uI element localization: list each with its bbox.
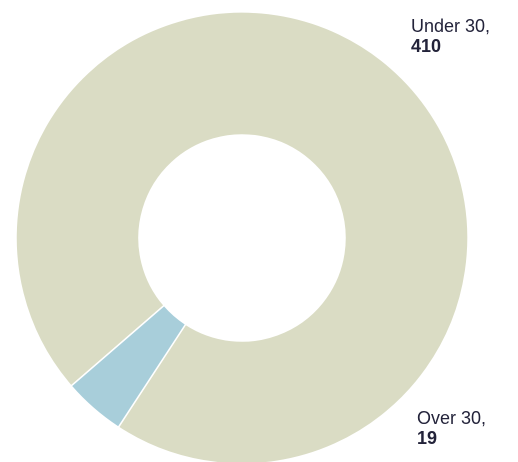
slice-label-over-30-name: Over 30, — [417, 408, 487, 428]
slice-over-30 — [70, 304, 187, 429]
slice-label-under-30: Under 30, 410 — [411, 16, 490, 56]
slice-label-under-30-name: Under 30, — [411, 16, 491, 36]
slice-under-30 — [15, 11, 469, 462]
slice-label-over-30-value: 19 — [417, 428, 438, 448]
slice-label-under-30-value: 410 — [411, 36, 442, 56]
donut-slices — [15, 11, 469, 462]
slice-label-over-30: Over 30, 19 — [417, 408, 486, 448]
